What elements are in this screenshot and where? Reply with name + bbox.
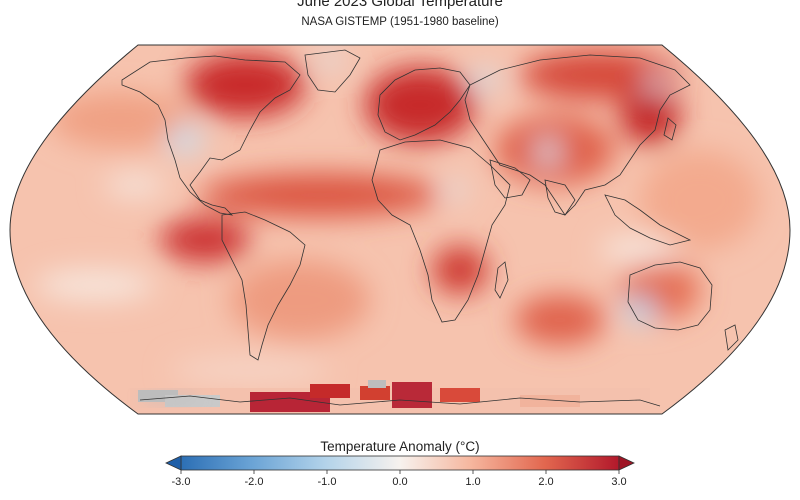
asia-outline bbox=[464, 54, 691, 216]
tick-label-neg1: -1.0 bbox=[317, 476, 337, 488]
tick-label-neg3: -3.0 bbox=[171, 476, 191, 488]
tick-label-neg2: -2.0 bbox=[244, 476, 264, 488]
globe-outline bbox=[9, 44, 791, 415]
africa-outline bbox=[371, 139, 511, 323]
map-subtitle: NASA GISTEMP (1951-1980 baseline) bbox=[301, 16, 499, 28]
color-bar-ticks bbox=[180, 470, 620, 474]
tick-label-0: 0.0 bbox=[392, 476, 408, 488]
australia-outline bbox=[627, 261, 713, 331]
north-america-outline bbox=[121, 55, 301, 216]
color-bar-gradient bbox=[180, 455, 620, 471]
japan-outline bbox=[663, 117, 677, 141]
madagascar-outline bbox=[494, 261, 509, 299]
tick-label-3: 3.0 bbox=[611, 476, 627, 488]
india-outline bbox=[544, 179, 576, 216]
color-bar-max-arrow bbox=[618, 455, 635, 471]
tick-label-1: 1.0 bbox=[465, 476, 481, 488]
southeast-asia-outline bbox=[604, 194, 692, 246]
color-bar bbox=[165, 455, 635, 474]
greenland-outline bbox=[304, 49, 361, 93]
antarctica-outline bbox=[139, 395, 661, 407]
europe-outline bbox=[377, 67, 471, 141]
coastlines bbox=[121, 49, 739, 407]
tick-label-2: 2.0 bbox=[538, 476, 554, 488]
map-title: June 2023 Global Temperature bbox=[297, 0, 503, 10]
arabia-outline bbox=[489, 159, 531, 199]
anomaly-field bbox=[10, 45, 790, 414]
south-america-outline bbox=[221, 211, 306, 361]
color-bar-min-arrow bbox=[165, 455, 182, 471]
legend-title: Temperature Anomaly (°C) bbox=[320, 439, 480, 454]
new-zealand-outline bbox=[724, 324, 739, 351]
